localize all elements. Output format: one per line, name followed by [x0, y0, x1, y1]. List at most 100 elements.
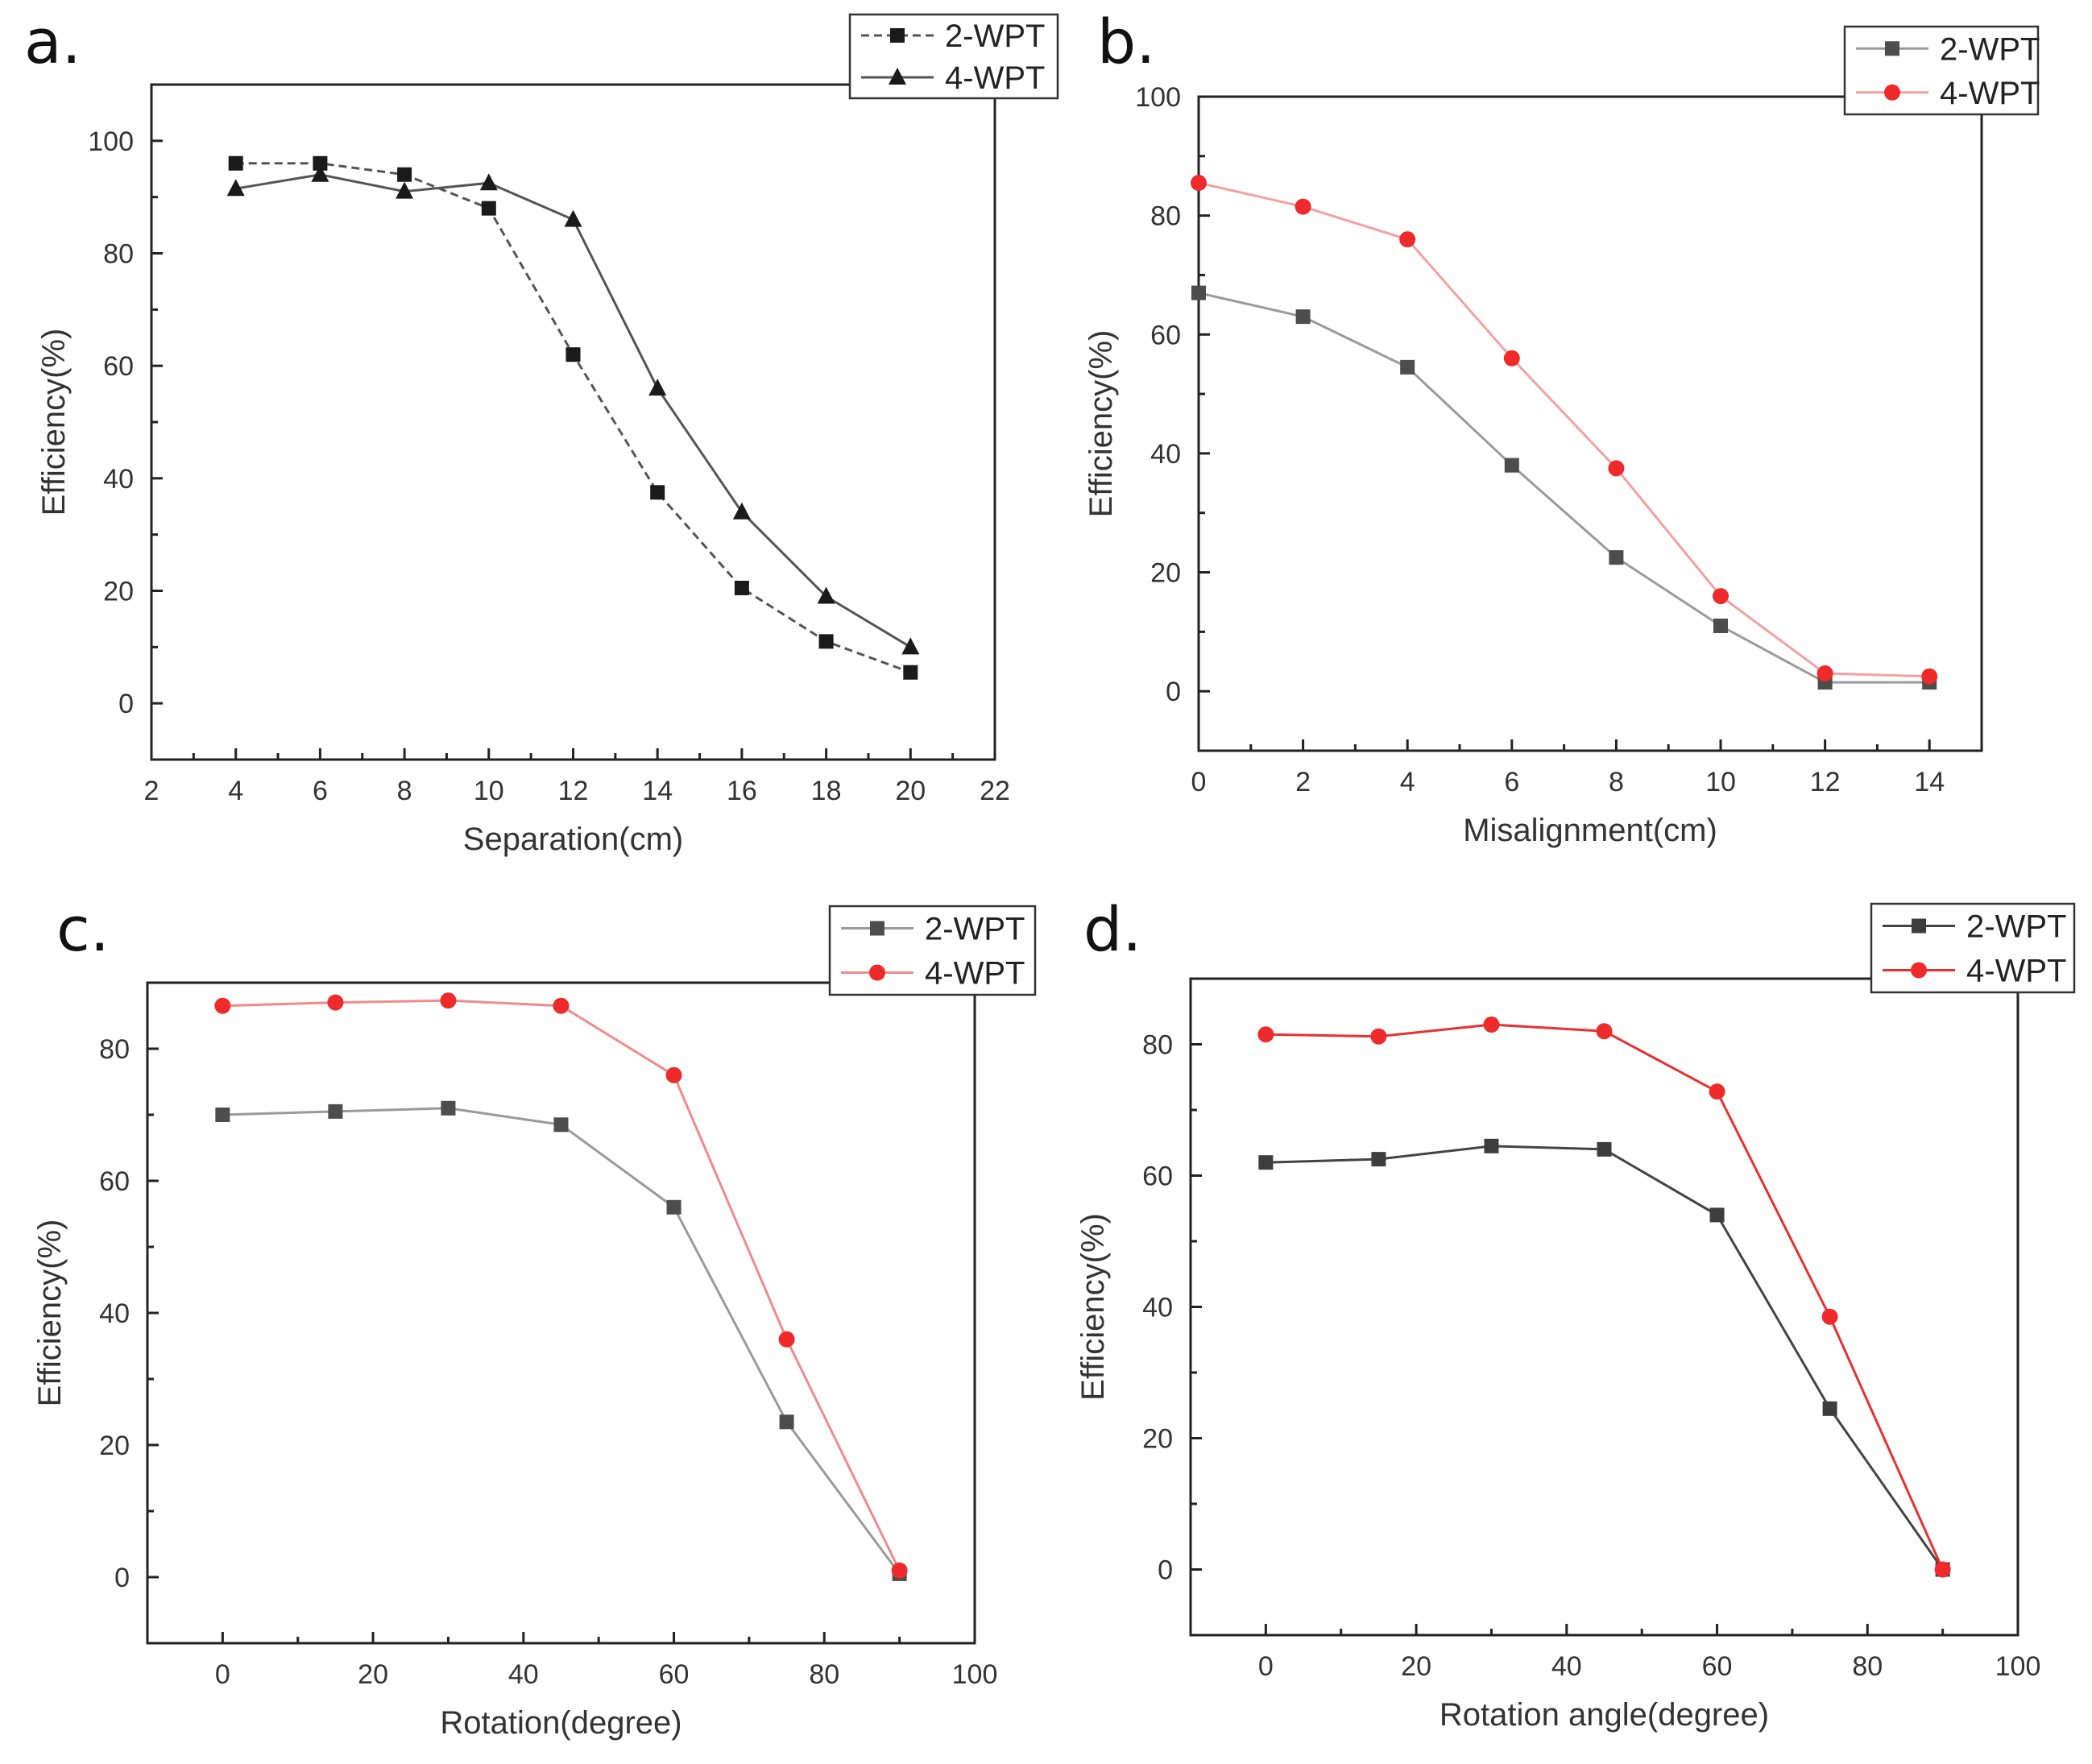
y-tick-label: 40 — [1142, 1293, 1173, 1323]
legend-marker — [1911, 962, 1927, 979]
y-tick-label: 0 — [114, 1563, 130, 1593]
x-tick-label: 20 — [358, 1659, 388, 1690]
data-point — [1191, 285, 1206, 300]
data-point — [564, 209, 582, 227]
data-point — [479, 173, 498, 191]
legend-box — [1843, 25, 2040, 116]
legend-marker — [870, 921, 884, 936]
data-point — [648, 379, 667, 396]
data-point — [665, 1066, 682, 1083]
legend-label: 2-WPT — [945, 19, 1045, 54]
plot-frame — [1189, 977, 2020, 1637]
x-tick-label: 60 — [1702, 1651, 1733, 1682]
data-point — [311, 164, 329, 182]
legend-marker — [890, 28, 905, 43]
y-tick-label: 0 — [1166, 677, 1181, 707]
y-tick-label: 40 — [1150, 439, 1181, 470]
x-axis-title: Separation(cm) — [463, 822, 683, 857]
legend-marker — [889, 68, 906, 85]
data-point — [1709, 1083, 1725, 1100]
chart-panel-4: d. 0 20 40 60 80 100 0 20 40 60 80 Rotation angle(de… — [1075, 893, 2076, 1733]
y-tick-label: 80 — [103, 239, 134, 270]
data-point — [1934, 1561, 1951, 1578]
data-point — [1609, 550, 1624, 565]
legend-box — [828, 905, 1037, 996]
data-point — [650, 485, 665, 500]
data-point — [1371, 1152, 1386, 1167]
series-2 — [1191, 175, 1938, 685]
x-tick-label: 12 — [1810, 767, 1841, 797]
y-tick-label: 100 — [1135, 82, 1181, 113]
series-line — [1266, 1145, 1944, 1571]
x-tick-label: 100 — [1995, 1651, 2041, 1682]
x-tick-label: 80 — [809, 1659, 839, 1690]
data-point — [1295, 309, 1311, 325]
y-tick-label: 20 — [1142, 1424, 1173, 1455]
x-tick-label: 12 — [558, 776, 589, 806]
data-point — [1191, 175, 1207, 192]
x-tick-label: 60 — [659, 1659, 690, 1690]
y-axis-title: Efficiency(%) — [36, 329, 72, 516]
y-tick-label: 40 — [103, 464, 134, 495]
data-point — [1504, 458, 1519, 473]
y-axis-title: Efficiency(%) — [1075, 1213, 1111, 1401]
x-tick-label: 16 — [727, 776, 757, 806]
x-tick-label: 14 — [1914, 767, 1945, 797]
data-point — [1921, 668, 1938, 685]
data-point — [1400, 359, 1415, 375]
legend-label: 4-WPT — [925, 956, 1025, 992]
series-1 — [215, 1100, 907, 1581]
y-axis-title: Efficiency(%) — [1083, 330, 1119, 518]
y-axis-title: Efficiency(%) — [32, 1219, 68, 1407]
data-point — [1503, 350, 1520, 366]
x-tick-label: 14 — [642, 776, 673, 806]
series-1 — [1258, 1138, 1950, 1577]
y-tick-label: 20 — [1150, 558, 1181, 589]
data-point — [1709, 1207, 1725, 1223]
data-point — [818, 634, 834, 649]
x-tick-label: 10 — [474, 776, 504, 806]
y-tick-label: 0 — [118, 689, 134, 719]
y-tick-label: 100 — [88, 126, 134, 157]
y-tick-label: 60 — [103, 351, 134, 382]
data-point — [228, 155, 243, 171]
data-point — [440, 992, 457, 1009]
data-point — [226, 179, 245, 197]
data-point — [1258, 1155, 1274, 1170]
data-point — [313, 155, 328, 171]
data-point — [553, 997, 570, 1014]
data-point — [903, 665, 918, 680]
plot-frame — [146, 981, 976, 1645]
data-point — [779, 1414, 794, 1430]
x-tick-label: 6 — [313, 776, 328, 806]
data-point — [1822, 1401, 1837, 1416]
panel-letter: b. — [1097, 6, 1155, 77]
data-point — [1295, 198, 1311, 215]
series-line — [1198, 181, 1930, 678]
x-tick-label: 2 — [144, 776, 159, 806]
series-2 — [226, 164, 920, 655]
data-point — [1608, 460, 1625, 477]
x-tick-label: 6 — [1504, 767, 1519, 797]
data-point — [1483, 1017, 1500, 1033]
x-tick-label: 80 — [1852, 1651, 1883, 1682]
legend-marker — [1884, 84, 1900, 101]
series-1 — [228, 155, 918, 680]
x-tick-label: 20 — [895, 776, 926, 806]
data-point — [1821, 1308, 1838, 1325]
series-line — [235, 162, 911, 674]
data-point — [565, 347, 581, 362]
series-line — [1198, 292, 1930, 684]
data-point — [901, 637, 920, 655]
legend-label: 2-WPT — [925, 912, 1025, 947]
series-line — [222, 1107, 901, 1575]
data-point — [1713, 588, 1729, 605]
legend-marker — [869, 964, 885, 981]
data-point — [734, 581, 749, 596]
series-1 — [1191, 285, 1937, 690]
x-tick-label: 22 — [980, 776, 1010, 806]
y-tick-label: 60 — [99, 1166, 130, 1197]
data-point — [481, 201, 496, 216]
x-tick-label: 18 — [811, 776, 842, 806]
